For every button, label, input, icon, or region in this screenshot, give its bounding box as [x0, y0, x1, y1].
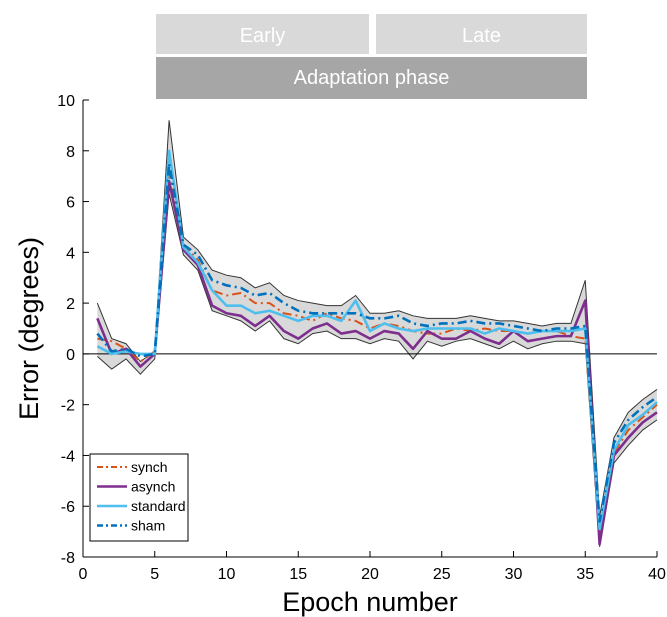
y-tick-label: -6	[61, 499, 75, 516]
x-tick-label: 15	[289, 566, 307, 583]
x-axis-label: Epoch number	[282, 587, 458, 617]
x-tick-label: 0	[79, 566, 88, 583]
legend-label-sham: sham	[131, 518, 165, 534]
y-tick-label: 10	[57, 93, 75, 110]
phase-adaptation-label: Adaptation phase	[156, 57, 587, 99]
y-axis-label: Error (degrees)	[14, 237, 44, 420]
series-line-asynch	[96, 179, 658, 546]
phase-early-label: Early	[156, 14, 369, 54]
phase-late-label: Late	[376, 14, 587, 54]
y-tick-label: 6	[66, 195, 75, 212]
legend-label-asynch: asynch	[131, 479, 175, 495]
x-tick-label: 30	[505, 566, 523, 583]
y-tick-label: 8	[66, 144, 75, 161]
y-tick-label: 4	[66, 245, 75, 262]
band-lower-edge	[97, 193, 658, 547]
x-tick-label: 10	[218, 566, 236, 583]
y-tick-label: 2	[66, 296, 75, 313]
x-tick-label: 20	[361, 566, 379, 583]
band-upper-edge	[96, 120, 658, 517]
y-tick-label: -4	[61, 448, 75, 465]
y-tick-label: -8	[61, 550, 75, 567]
legend-label-standard: standard	[131, 498, 185, 514]
x-tick-label: 25	[433, 566, 451, 583]
x-tick-label: 35	[576, 566, 594, 583]
series-line-standard	[96, 149, 658, 531]
x-tick-label: 5	[150, 566, 159, 583]
legend-label-synch: synch	[131, 459, 168, 475]
y-tick-label: 0	[66, 347, 75, 364]
x-tick-label: 40	[648, 566, 666, 583]
y-tick-label: -2	[61, 398, 75, 415]
series-line-sham	[96, 162, 658, 523]
